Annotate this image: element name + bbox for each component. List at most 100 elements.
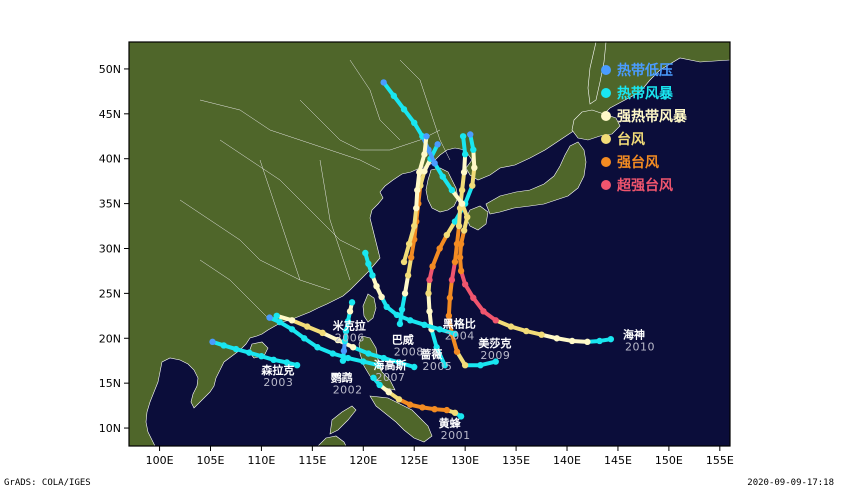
- track-point: [395, 359, 403, 366]
- track-point: [460, 227, 468, 234]
- storm-name-label: 美莎克: [478, 336, 511, 350]
- y-tick-label: 35N: [99, 198, 121, 211]
- track-point: [411, 363, 418, 371]
- track-point: [480, 308, 487, 315]
- track-point: [209, 338, 216, 346]
- track-point: [266, 314, 273, 321]
- track-point: [451, 258, 459, 266]
- track-point: [340, 347, 348, 355]
- track-point: [342, 327, 350, 335]
- track-segment: [463, 183, 475, 206]
- track-point: [232, 345, 240, 353]
- y-tick-label: 40N: [99, 153, 121, 166]
- track-point: [431, 405, 438, 413]
- legend-swatch: [601, 134, 611, 144]
- track-point: [467, 131, 474, 138]
- legend-swatch: [601, 157, 611, 167]
- track-point: [445, 312, 453, 320]
- legend-swatch: [601, 65, 611, 75]
- track-point: [423, 133, 430, 140]
- y-tick-label: 15N: [99, 377, 121, 390]
- track-point: [421, 321, 428, 328]
- y-tick-label: 45N: [99, 108, 121, 121]
- track-point: [426, 308, 433, 315]
- track-point: [329, 350, 336, 357]
- legend-swatch: [601, 88, 611, 98]
- track-point: [461, 362, 469, 369]
- track-point: [429, 263, 436, 270]
- track-point: [398, 306, 406, 313]
- y-tick-label: 20N: [99, 332, 121, 345]
- track-point: [461, 281, 469, 288]
- track-point: [553, 335, 561, 342]
- track-point: [406, 401, 414, 408]
- storm-name-label: 巴威: [392, 333, 414, 347]
- track-point: [401, 290, 409, 297]
- track-point: [456, 254, 464, 261]
- track-point: [411, 222, 418, 230]
- storm-name-label: 黄蜂: [439, 416, 462, 430]
- track-point: [369, 272, 376, 279]
- track-point: [451, 330, 459, 337]
- track-point: [568, 337, 576, 345]
- x-tick-label: 120E: [349, 454, 377, 467]
- track-point: [344, 318, 352, 325]
- track-point: [380, 354, 387, 362]
- honshu: [485, 141, 587, 215]
- track-point: [365, 260, 372, 267]
- track-point: [376, 381, 383, 389]
- track-point: [460, 168, 468, 176]
- track-point: [246, 349, 253, 356]
- storm-year-label: 2006: [335, 331, 365, 344]
- palawan: [329, 405, 357, 435]
- track-point: [439, 173, 446, 180]
- track-point: [416, 168, 423, 176]
- track-point: [459, 133, 467, 140]
- track-point: [492, 317, 499, 324]
- track-point: [390, 92, 398, 100]
- track-point: [477, 362, 484, 369]
- track-point: [407, 254, 415, 261]
- track-point: [304, 323, 311, 330]
- legend-swatch: [601, 111, 611, 121]
- track-point: [436, 326, 443, 333]
- track-point: [523, 327, 530, 335]
- track-point: [431, 160, 438, 167]
- track-point: [596, 337, 603, 345]
- storm-name-label: 蔷薇: [420, 347, 442, 361]
- y-tick-label: 50N: [99, 63, 121, 76]
- y-axis-ticks: 10N 15N 20N 25N 30N 35N 40N 45N 50N: [99, 63, 129, 435]
- track-segment: [430, 246, 442, 269]
- sakhalin: [587, 42, 607, 105]
- track-point: [443, 406, 451, 414]
- storm-name-label: 海神: [623, 327, 645, 341]
- track-point: [421, 151, 428, 158]
- x-tick-label: 110E: [247, 454, 275, 467]
- track-point: [443, 231, 451, 239]
- track-point: [348, 299, 356, 306]
- storm-name-label: 黑格比: [443, 316, 476, 330]
- track-point: [360, 358, 367, 365]
- track-point: [393, 311, 401, 319]
- track-point: [419, 404, 426, 411]
- storm-name-label: 米克拉: [332, 318, 366, 332]
- track-point: [301, 335, 308, 342]
- legend-label: 强热带风暴: [617, 108, 688, 125]
- legend-label: 强台风: [617, 154, 659, 171]
- taiwan: [362, 293, 377, 323]
- track-segment: [434, 345, 447, 368]
- track-point: [448, 186, 456, 194]
- track-point: [436, 245, 443, 252]
- korean-peninsula: [425, 167, 459, 213]
- track-point: [411, 119, 418, 127]
- track-point: [375, 362, 382, 369]
- y-tick-label: 10N: [99, 422, 121, 435]
- track-point: [341, 337, 349, 345]
- track-point: [538, 331, 545, 338]
- storm-tracks: [209, 79, 615, 420]
- track-point: [378, 293, 385, 301]
- y-tick-label: 30N: [99, 242, 121, 255]
- track-point: [413, 204, 420, 212]
